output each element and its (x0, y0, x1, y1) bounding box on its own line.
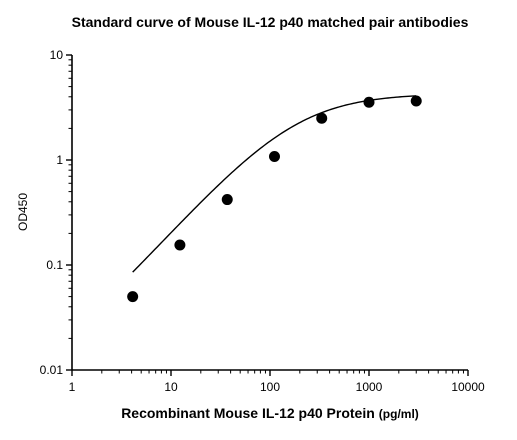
x-axis-label-text: Recombinant Mouse IL-12 p40 Protein (121, 405, 375, 421)
x-tick-label: 10 (164, 380, 178, 394)
y-tick-label: 0.01 (40, 363, 64, 377)
x-tick-label: 1 (69, 380, 76, 394)
y-tick-label: 1 (56, 153, 63, 167)
axes (71, 55, 468, 371)
x-axis-label: Recombinant Mouse IL-12 p40 Protein (pg/m… (121, 405, 419, 421)
data-point (268, 150, 280, 162)
data-point (127, 291, 139, 303)
x-tick-labels: 1 10 100 1000 10000 (69, 380, 485, 394)
data-point (316, 112, 328, 124)
y-tick-label: 10 (50, 48, 64, 62)
x-axis-unit: (pg/ml) (379, 407, 419, 421)
data-point (174, 239, 186, 251)
x-tick-label: 10000 (451, 380, 485, 394)
x-tick-label: 1000 (356, 380, 383, 394)
y-tick-label: 0.1 (46, 258, 63, 272)
y-axis-label: OD450 (16, 193, 30, 231)
x-tick-label: 100 (260, 380, 280, 394)
x-ticks (71, 370, 469, 376)
data-point (410, 95, 422, 107)
data-point (363, 96, 375, 108)
y-ticks (66, 54, 72, 371)
data-point (221, 194, 233, 206)
chart-title: Standard curve of Mouse IL-12 p40 matche… (72, 14, 469, 30)
y-tick-labels: 0.01 0.1 1 10 (40, 48, 64, 377)
data-points (127, 95, 422, 303)
